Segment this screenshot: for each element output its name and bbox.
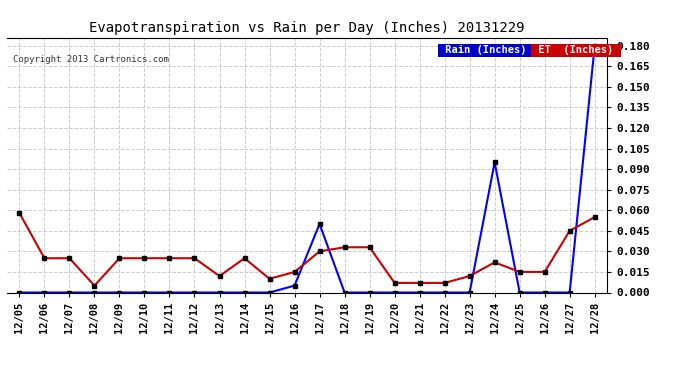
Text: Rain (Inches): Rain (Inches)	[439, 45, 533, 55]
Text: Copyright 2013 Cartronics.com: Copyright 2013 Cartronics.com	[13, 56, 169, 64]
Text: ET  (Inches): ET (Inches)	[532, 45, 620, 55]
Title: Evapotranspiration vs Rain per Day (Inches) 20131229: Evapotranspiration vs Rain per Day (Inch…	[89, 21, 525, 35]
